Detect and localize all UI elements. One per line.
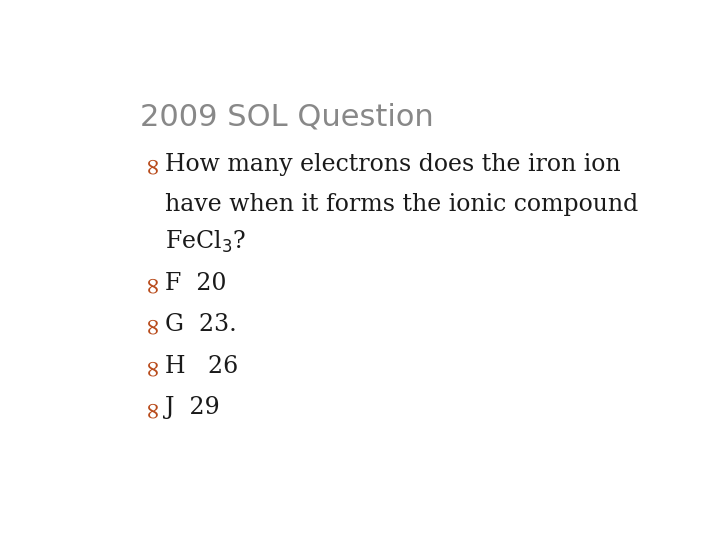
Text: have when it forms the ionic compound: have when it forms the ionic compound [166, 193, 639, 215]
FancyBboxPatch shape [81, 58, 657, 487]
Text: 2009 SOL Question: 2009 SOL Question [140, 102, 434, 131]
Text: How many electrons does the iron ion: How many electrons does the iron ion [166, 153, 621, 176]
Text: ∞: ∞ [140, 315, 163, 334]
Text: H   26: H 26 [166, 355, 238, 378]
Text: F  20: F 20 [166, 272, 227, 295]
Text: J  29: J 29 [166, 396, 220, 420]
Text: ∞: ∞ [140, 273, 163, 293]
Text: ∞: ∞ [140, 398, 163, 417]
Text: FeCl$_3$?: FeCl$_3$? [166, 228, 246, 255]
Text: ∞: ∞ [140, 356, 163, 376]
Text: ∞: ∞ [140, 155, 163, 174]
Text: G  23.: G 23. [166, 313, 237, 336]
